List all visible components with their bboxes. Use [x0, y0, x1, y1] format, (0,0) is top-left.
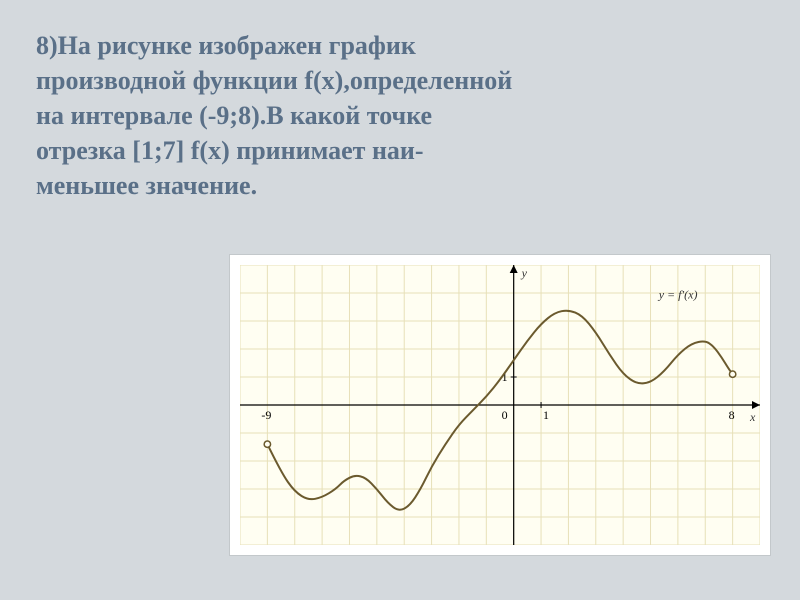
- axes: [240, 265, 760, 545]
- y-axis-label: y: [521, 266, 528, 280]
- chart-plot-area: 110xy-98y = f′(x): [240, 265, 760, 545]
- derivative-curve: [267, 311, 732, 510]
- slide: 8)На рисунке изображен график производно…: [0, 0, 800, 600]
- title-line: меньшее значение.: [36, 168, 764, 203]
- title-line: отрезка [1;7] f(x) принимает наи-: [36, 133, 764, 168]
- title-line: на интервале (-9;8).В какой точке: [36, 98, 764, 133]
- problem-text: 8)На рисунке изображен график производно…: [36, 28, 764, 203]
- chart-svg: 110xy-98y = f′(x): [240, 265, 760, 545]
- title-line: производной функции f(x),определенной: [36, 63, 764, 98]
- left-endpoint: [264, 441, 270, 447]
- function-label: y = f′(x): [658, 288, 698, 302]
- right-end-label: 8: [729, 408, 735, 422]
- title-line: 8)На рисунке изображен график: [36, 28, 764, 63]
- ticks: 110: [502, 370, 549, 422]
- origin-label: 0: [502, 408, 508, 422]
- right-endpoint: [729, 371, 735, 377]
- x-tick-label: 1: [543, 408, 549, 422]
- x-axis-label: x: [749, 410, 756, 424]
- left-end-label: -9: [261, 408, 271, 422]
- chart-container: 110xy-98y = f′(x): [230, 255, 770, 555]
